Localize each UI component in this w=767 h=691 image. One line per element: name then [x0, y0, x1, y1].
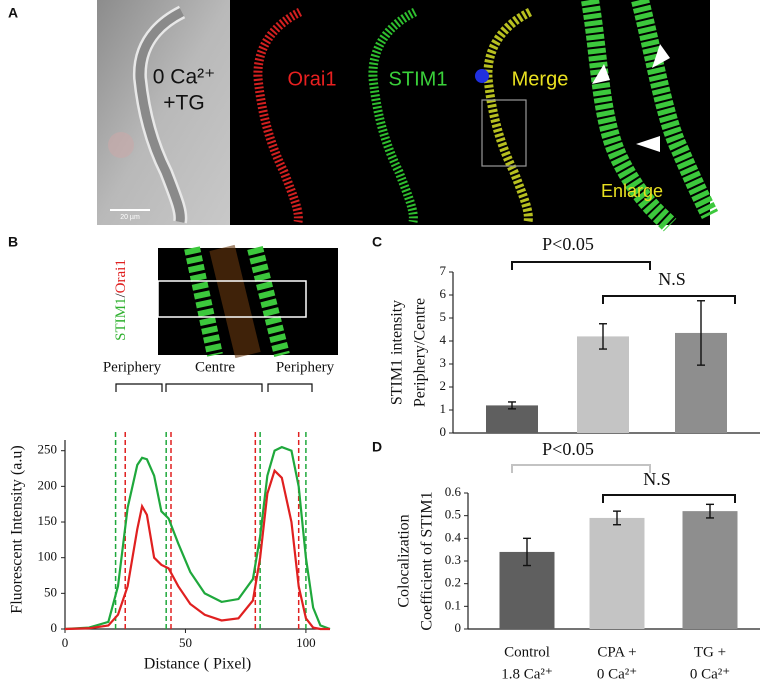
x-tick-label: CPA +: [597, 644, 636, 660]
x-tick-label: 50: [179, 635, 192, 650]
scale-label: 20 µm: [120, 214, 140, 221]
panel-letter: A: [8, 5, 18, 21]
y-tick-label: 0.1: [445, 597, 461, 612]
condition-label: +TG: [163, 92, 204, 115]
y-axis-label: Periphery/Centre: [412, 298, 429, 407]
y-tick-label: 1: [440, 401, 447, 416]
x-tick-label: Control: [504, 644, 550, 660]
band: [184, 246, 223, 357]
y-tick-label: 0: [455, 620, 462, 635]
channel-label: Merge: [512, 68, 569, 90]
significance-bracket: [602, 295, 736, 304]
panel-a-images: 20 µm 0 Ca²⁺ +TG Orai1 STIM1 Merge Enlar…: [97, 0, 719, 232]
image-label-part: STIM1: [113, 297, 129, 340]
band: [247, 246, 290, 357]
image-label: STIM1/Orai1: [113, 259, 129, 341]
channel-label: Orai1: [288, 68, 337, 90]
panel-letter: D: [372, 439, 382, 455]
bracket: [267, 383, 313, 392]
y-axis-label: Colocalization: [396, 514, 413, 607]
y-tick-label: 6: [440, 286, 447, 301]
zoom-box: [481, 99, 527, 167]
x-tick-label: 0: [62, 635, 69, 650]
y-tick-label: 0.3: [445, 552, 461, 567]
y-tick-label: 3: [440, 355, 447, 370]
y-tick-label: 250: [38, 442, 58, 457]
y-tick-label: 150: [38, 513, 58, 528]
region-label: Periphery: [103, 359, 162, 375]
y-axis-label: STIM1 intensity: [389, 300, 406, 405]
y-tick-label: 0: [51, 620, 58, 635]
y-tick-label: 200: [38, 477, 58, 492]
y-tick-label: 50: [44, 584, 57, 599]
significance-label: N.S: [658, 269, 686, 289]
region-label: Centre: [195, 359, 235, 375]
x-axis-label: Distance ( Pixel): [144, 656, 252, 673]
bar: [486, 405, 538, 433]
condition-label: 0 Ca²⁺: [153, 66, 215, 89]
intensity-line: [64, 468, 330, 631]
image-label-part: Orai1: [113, 259, 129, 293]
y-axis-label: Fluorescent Intensity (a.u): [9, 445, 26, 613]
bar: [577, 336, 629, 433]
bar: [589, 517, 645, 629]
enlarged-band: [581, 0, 677, 232]
line-scan-box: [157, 280, 307, 318]
arrowhead: [636, 136, 660, 152]
x-tick-label: 100: [296, 635, 316, 650]
nucleus: [475, 69, 489, 83]
significance-label: P<0.05: [542, 439, 594, 459]
significance-bracket: [602, 494, 736, 503]
x-tick-label: 1.8 Ca²⁺: [501, 666, 553, 682]
brightfield-image: [97, 0, 230, 225]
blob: [108, 132, 134, 158]
panel-letter: C: [372, 234, 382, 250]
y-tick-label: 0.6: [445, 484, 462, 499]
panel-letter: B: [8, 234, 18, 250]
y-tick-label: 0.5: [445, 507, 461, 522]
panel-b-image: [157, 244, 338, 359]
y-tick-label: 0.4: [445, 529, 462, 544]
enlarge-label: Enlarge: [601, 181, 663, 201]
y-tick-label: 5: [440, 309, 447, 324]
y-axis-label: Coefficient of STIM1: [419, 491, 436, 630]
image-label-part: /: [113, 292, 129, 297]
y-tick-label: 4: [440, 332, 447, 347]
intensity-line: [64, 445, 331, 631]
y-tick-label: 0: [440, 424, 447, 439]
arrowhead: [592, 64, 610, 84]
x-tick-label: TG +: [694, 644, 726, 660]
y-tick-label: 7: [440, 263, 447, 278]
significance-bracket: [511, 261, 651, 270]
significance-bracket: [511, 464, 651, 473]
band: [209, 244, 261, 359]
bracket: [115, 383, 163, 392]
x-tick-label: 0 Ca²⁺: [597, 666, 637, 682]
bar: [682, 511, 738, 629]
region-brackets: [115, 383, 313, 392]
y-tick-label: 100: [38, 549, 58, 564]
region-label: Periphery: [276, 359, 335, 375]
arrowhead: [652, 44, 670, 68]
bracket: [165, 383, 263, 392]
significance-label: P<0.05: [542, 234, 594, 254]
x-tick-label: 0 Ca²⁺: [690, 666, 730, 682]
channel-label: STIM1: [389, 68, 448, 90]
y-tick-label: 2: [440, 378, 447, 393]
significance-label: N.S: [643, 469, 671, 489]
y-tick-label: 0.2: [445, 575, 461, 590]
enlarged-band: [631, 0, 719, 220]
